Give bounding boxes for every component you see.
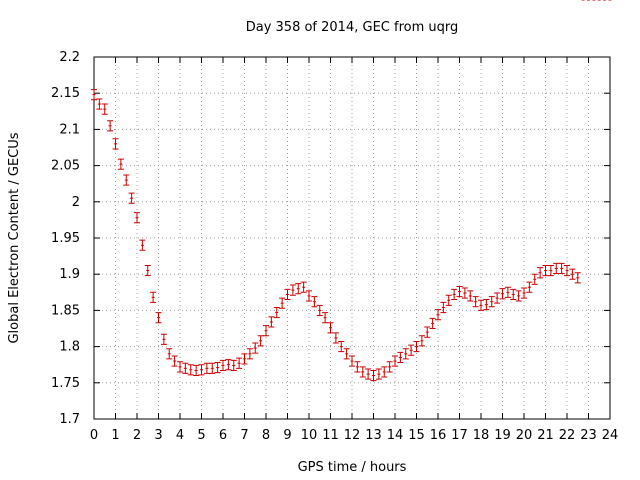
y-tick-label: 2.15 xyxy=(51,86,80,101)
y-axis-label: Global Electron Content / GECUs xyxy=(7,132,22,343)
y-tick-label: 1.85 xyxy=(51,303,80,318)
x-tick-label: 8 xyxy=(262,428,270,443)
x-tick-label: 3 xyxy=(154,428,162,443)
x-tick-label: 23 xyxy=(580,428,597,443)
x-tick-label: 17 xyxy=(451,428,468,443)
x-axis-label: GPS time / hours xyxy=(298,460,407,475)
axis-ticks xyxy=(93,56,611,420)
x-tick-label: 6 xyxy=(219,428,227,443)
x-tick-label: 5 xyxy=(197,428,205,443)
x-tick-label: 13 xyxy=(365,428,382,443)
x-tick-label: 2 xyxy=(133,428,141,443)
x-tick-label: 11 xyxy=(322,428,339,443)
grid-lines xyxy=(94,57,610,419)
y-tick-labels: 1.7 1.75 1.8 1.85 1.9 1.95 2 2.05 2.1 2.15 2.2 xyxy=(51,50,80,427)
x-tick-labels: 0 1 2 3 4 5 6 7 8 9 10 11 12 13 14 15 16 17 18 19 20 21 22 23 24 xyxy=(90,428,618,443)
x-tick-label: 10 xyxy=(301,428,318,443)
x-tick-label: 19 xyxy=(494,428,511,443)
x-tick-label: 1 xyxy=(111,428,119,443)
x-tick-label: 22 xyxy=(559,428,576,443)
y-tick-label: 2.2 xyxy=(59,50,80,65)
x-tick-label: 24 xyxy=(602,428,619,443)
y-tick-label: 1.75 xyxy=(51,376,80,391)
y-tick-label: 1.95 xyxy=(51,231,80,246)
x-tick-label: 14 xyxy=(387,428,404,443)
y-tick-label: 1.7 xyxy=(59,412,80,427)
y-tick-label: 1.9 xyxy=(59,267,80,282)
x-tick-label: 16 xyxy=(430,428,447,443)
y-tick-label: 2.05 xyxy=(51,159,80,174)
x-tick-label: 18 xyxy=(473,428,490,443)
x-tick-label: 0 xyxy=(90,428,98,443)
x-tick-label: 21 xyxy=(537,428,554,443)
chart-title: Day 358 of 2014, GEC from uqrg xyxy=(246,20,459,35)
data-points xyxy=(91,0,612,382)
y-tick-label: 2.1 xyxy=(59,122,80,137)
x-tick-label: 9 xyxy=(283,428,291,443)
x-tick-label: 12 xyxy=(344,428,361,443)
x-tick-label: 7 xyxy=(240,428,248,443)
y-tick-label: 2 xyxy=(72,195,80,210)
x-tick-label: 20 xyxy=(516,428,533,443)
x-tick-label: 15 xyxy=(408,428,425,443)
y-tick-label: 1.8 xyxy=(59,340,80,355)
x-tick-label: 4 xyxy=(176,428,184,443)
